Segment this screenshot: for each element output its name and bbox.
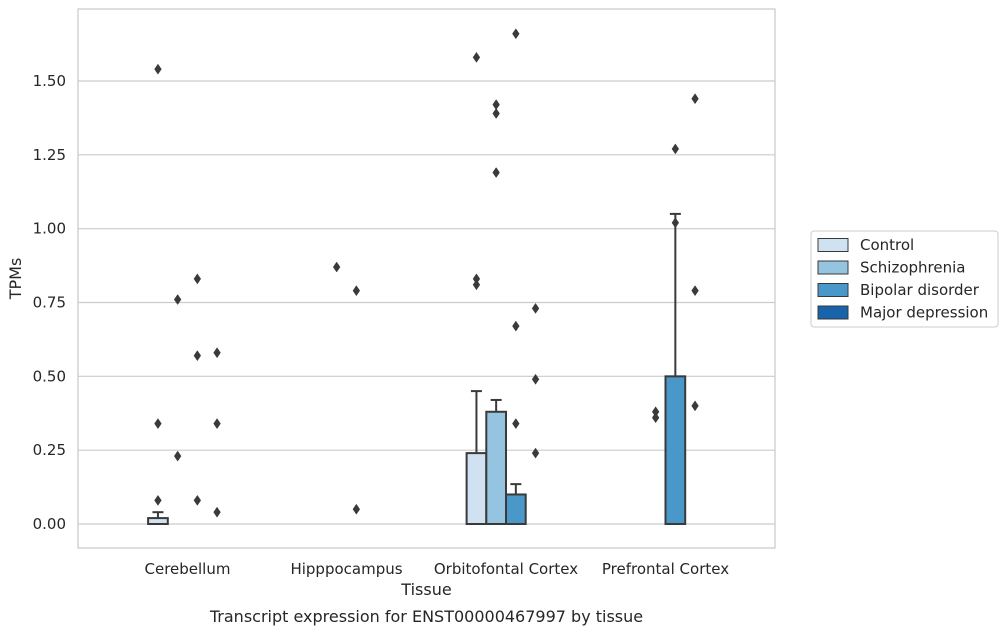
x-tick-label: Orbitofontal Cortex: [434, 560, 578, 578]
plot-frame: [77, 8, 776, 549]
bar: [465, 452, 488, 525]
outlier-point: [193, 273, 202, 285]
y-tick-label: 1.00: [33, 220, 66, 238]
y-tick-label: 0.00: [33, 515, 66, 533]
legend-swatch: [817, 283, 849, 297]
outlier-points: [154, 28, 699, 518]
outlier-point: [651, 412, 660, 424]
outlier-point: [173, 450, 182, 462]
outlier-point: [531, 302, 540, 314]
legend-swatch: [817, 238, 849, 252]
y-tick-label: 1.25: [33, 146, 66, 164]
bar: [147, 517, 169, 525]
y-tick-label: 0.50: [33, 367, 66, 385]
outlier-point: [173, 294, 182, 305]
outlier-point: [213, 506, 221, 518]
outlier-point: [213, 418, 221, 430]
legend-label: Bipolar disorder: [860, 281, 980, 299]
y-tick-labels: 0.00 0.25 0.50 0.75 1.00 1.25 1.50: [33, 72, 66, 533]
legend: Control Schizophrenia Bipolar disorder Majo…: [810, 230, 999, 328]
y-tick-label: 0.75: [33, 294, 66, 312]
x-tick-label: Cerebellum: [145, 560, 231, 578]
outlier-point: [531, 373, 540, 385]
outlier-point: [213, 347, 221, 359]
outlier-point: [352, 285, 361, 297]
outlier-point: [691, 400, 699, 412]
outlier-point: [492, 108, 500, 119]
outlier-point: [472, 279, 481, 291]
legend-swatch: [817, 260, 849, 275]
outlier-point: [154, 494, 162, 506]
outlier-point: [512, 28, 520, 40]
outlier-point: [332, 261, 341, 273]
outlier-point: [512, 418, 520, 430]
bar: [664, 375, 687, 526]
outlier-point: [531, 447, 540, 459]
outlier-point: [154, 63, 162, 75]
x-tick-labels: Cerebellum Hipppocampus Orbitofontal Corte…: [145, 560, 730, 578]
error-bars: [152, 212, 681, 519]
bar: [485, 410, 507, 526]
x-axis-title: Tissue: [400, 580, 451, 599]
legend-label: Major depression: [860, 304, 988, 322]
outlier-point: [671, 217, 680, 229]
bar: [505, 493, 527, 526]
legend-frame: [810, 230, 999, 328]
y-axis-title: TPMs: [6, 258, 25, 301]
outlier-point: [512, 320, 520, 332]
outlier-point: [352, 503, 361, 515]
legend-swatch: [817, 305, 849, 320]
legend-label: Schizophrenia: [860, 259, 965, 277]
chart-caption: Transcript expression for ENST0000046799…: [209, 607, 643, 626]
outlier-point: [492, 167, 500, 178]
x-tick-label: Prefrontal Cortex: [602, 560, 729, 578]
y-tick-label: 1.50: [33, 72, 66, 90]
outlier-point: [193, 494, 202, 506]
y-tick-label: 0.25: [33, 441, 66, 459]
outlier-point: [691, 285, 699, 297]
outlier-point: [691, 93, 699, 105]
outlier-point: [154, 418, 162, 430]
outlier-point: [671, 143, 680, 155]
gridlines: [78, 80, 775, 525]
x-tick-label: Hipppocampus: [290, 560, 402, 578]
legend-label: Control: [860, 236, 914, 254]
outlier-point: [193, 350, 202, 362]
outlier-point: [472, 51, 481, 63]
